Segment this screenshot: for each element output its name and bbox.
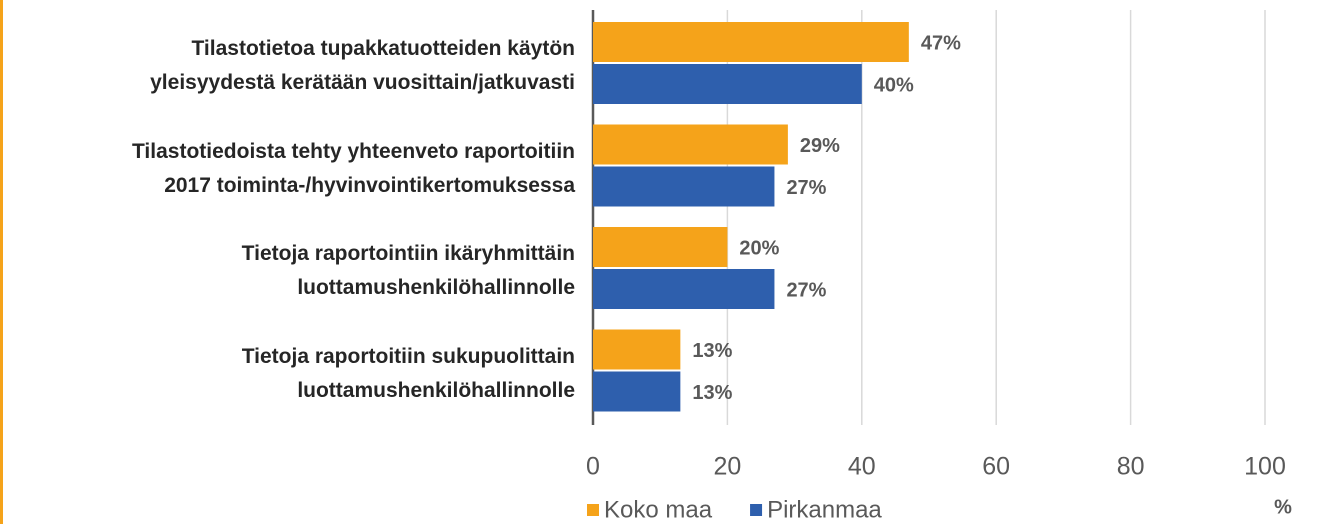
left-border <box>0 0 3 524</box>
x-tick-label: 60 <box>982 453 1010 481</box>
bar <box>593 64 862 104</box>
bar <box>593 166 775 207</box>
x-tick-label: 100 <box>1244 453 1286 481</box>
bar <box>593 371 681 412</box>
value-label: 29% <box>800 135 840 157</box>
x-tick-label: 0 <box>586 453 600 481</box>
value-label: 27% <box>786 279 826 301</box>
value-label: 27% <box>786 177 826 199</box>
x-tick-label: 20 <box>713 453 741 481</box>
legend-label: Pirkanmaa <box>767 496 882 523</box>
category-label: Tilastotiedoista tehty yhteenveto raport… <box>131 139 575 197</box>
x-axis-label: % <box>1274 496 1292 518</box>
value-label: 40% <box>874 74 914 96</box>
legend-swatch <box>587 504 599 516</box>
category-label: Tietoja raportoitiin sukupuolittain luot… <box>241 344 575 402</box>
category-label: Tilastotietoa tupakkatuotteiden käytön y… <box>150 37 575 95</box>
value-label: 13% <box>692 340 732 362</box>
legend-swatch <box>750 504 763 516</box>
bar <box>593 227 728 267</box>
value-label: 47% <box>921 32 961 54</box>
bar <box>593 269 775 309</box>
x-tick-label: 80 <box>1117 453 1145 481</box>
bar <box>593 124 788 165</box>
x-tick-label: 40 <box>848 453 876 481</box>
legend-label: Koko maa <box>604 496 713 523</box>
value-label: 13% <box>692 382 732 404</box>
bar <box>593 329 681 370</box>
value-label: 20% <box>739 237 779 259</box>
bar <box>593 22 909 62</box>
category-label: Tietoja raportointiin ikäryhmittäin luot… <box>241 242 575 300</box>
